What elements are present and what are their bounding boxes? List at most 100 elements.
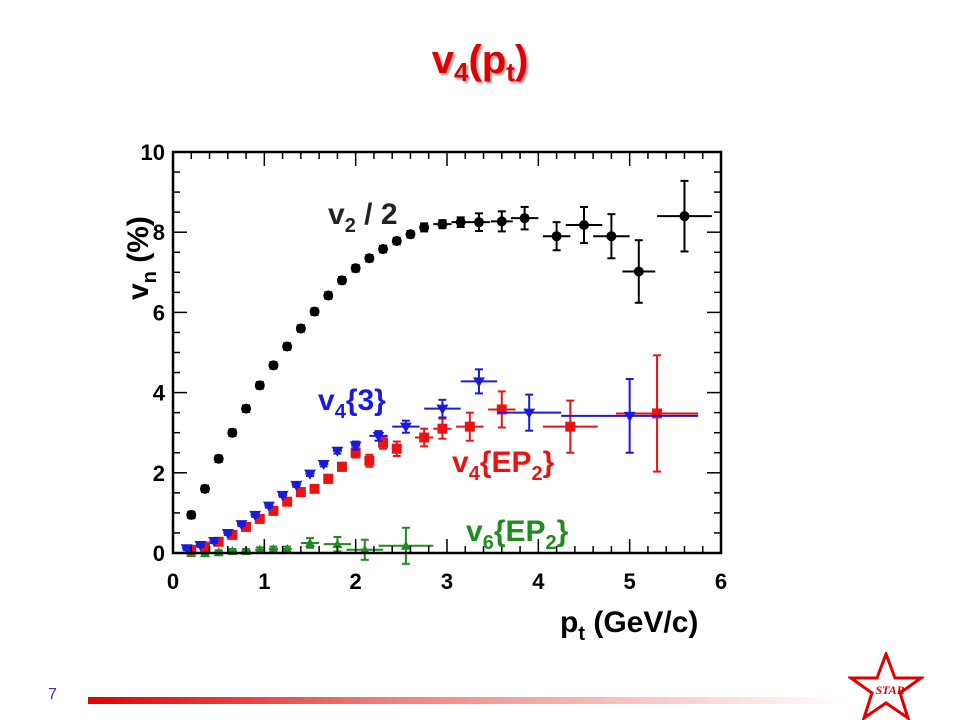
data-point xyxy=(295,487,306,498)
data-point xyxy=(523,408,536,419)
data-point xyxy=(350,263,361,274)
data-point xyxy=(199,483,210,494)
footer-gradient-bar xyxy=(88,697,848,704)
data-point xyxy=(323,290,334,301)
data-point xyxy=(268,505,279,516)
data-point xyxy=(282,341,293,352)
x-tick-label: 6 xyxy=(715,569,727,594)
data-point xyxy=(349,441,362,452)
data-point xyxy=(290,480,303,491)
star-outline-icon xyxy=(848,652,924,720)
data-point xyxy=(579,219,589,230)
data-point xyxy=(336,461,347,472)
data-point xyxy=(551,231,562,242)
data-point xyxy=(419,222,430,233)
data-point xyxy=(180,544,193,555)
data-point xyxy=(262,501,275,512)
series-1 xyxy=(180,368,699,555)
data-point xyxy=(235,520,248,531)
data-point xyxy=(309,483,320,494)
series-label-v6-ep2: v6{EP2} xyxy=(466,515,569,554)
axis-labels: 0 1 2 3 4 5 6 0 2 4 6 8 10 xyxy=(141,140,728,594)
y-axis-title: vn (%) xyxy=(122,216,161,300)
y-tick-label: 4 xyxy=(153,381,166,406)
y-tick-label: 8 xyxy=(153,220,165,245)
data-point xyxy=(496,404,507,415)
data-point xyxy=(295,323,306,334)
data-point xyxy=(304,469,316,480)
data-point xyxy=(241,521,252,532)
y-tick-label: 6 xyxy=(153,300,165,325)
data-point xyxy=(221,528,234,539)
data-point xyxy=(309,306,320,317)
y-tick-label: 10 xyxy=(141,140,165,165)
x-tick-label: 1 xyxy=(258,569,270,594)
data-point xyxy=(186,509,197,520)
data-point xyxy=(378,437,389,448)
data-point xyxy=(305,537,315,547)
data-point xyxy=(364,455,375,466)
star-logo-text: STAR xyxy=(875,683,904,697)
data-point xyxy=(565,421,576,432)
data-point xyxy=(391,236,402,247)
data-point xyxy=(473,217,484,228)
data-point xyxy=(405,229,416,240)
y-tick-label: 2 xyxy=(153,461,165,486)
series-label-v2: v2 / 2 xyxy=(328,198,398,237)
data-point xyxy=(249,510,262,521)
series-label-v4-3: v4{3} xyxy=(318,384,386,423)
data-point xyxy=(254,513,265,524)
x-tick-label: 3 xyxy=(441,569,453,594)
data-point xyxy=(282,496,293,507)
data-point xyxy=(332,539,343,549)
data-point xyxy=(400,540,411,550)
data-point xyxy=(282,543,293,553)
data-point xyxy=(227,427,238,438)
x-tick-label: 0 xyxy=(167,569,179,594)
series-0 xyxy=(186,179,712,520)
data-point xyxy=(679,211,690,222)
data-point xyxy=(372,431,385,442)
x-tick-label: 4 xyxy=(532,569,545,594)
data-point xyxy=(213,453,224,464)
chart-data-layer xyxy=(173,179,721,565)
data-point xyxy=(350,447,361,458)
series-label-v4-ep2: v4{EP2} xyxy=(452,446,555,485)
data-point xyxy=(336,275,347,286)
data-point xyxy=(268,360,279,371)
data-point xyxy=(633,266,644,277)
page-number: 7 xyxy=(48,686,57,703)
data-point xyxy=(254,380,265,391)
data-point xyxy=(241,403,252,414)
data-point xyxy=(227,529,238,540)
data-point xyxy=(317,459,330,470)
data-point xyxy=(419,432,430,443)
data-point xyxy=(199,541,210,552)
data-point xyxy=(606,231,617,242)
data-point xyxy=(436,404,449,415)
data-point xyxy=(254,544,265,554)
data-point xyxy=(455,217,466,228)
data-point xyxy=(276,490,289,501)
y-tick-label: 0 xyxy=(153,541,165,566)
data-point xyxy=(437,423,448,434)
data-point xyxy=(652,408,663,419)
star-logo-icon: STAR xyxy=(848,652,924,720)
data-point xyxy=(472,377,485,388)
data-point xyxy=(364,253,375,264)
data-point xyxy=(208,536,221,547)
data-point xyxy=(378,244,389,255)
data-point xyxy=(323,473,334,484)
data-point xyxy=(399,422,412,433)
slide-title: v4(pt) xyxy=(431,38,529,87)
data-point xyxy=(519,213,530,224)
data-point xyxy=(331,446,344,457)
data-point xyxy=(359,544,370,554)
axis-ticks xyxy=(172,151,722,554)
series-2 xyxy=(186,354,699,555)
x-tick-label: 5 xyxy=(624,569,636,594)
data-point xyxy=(464,421,475,432)
data-point xyxy=(268,543,279,553)
data-point xyxy=(194,540,207,551)
